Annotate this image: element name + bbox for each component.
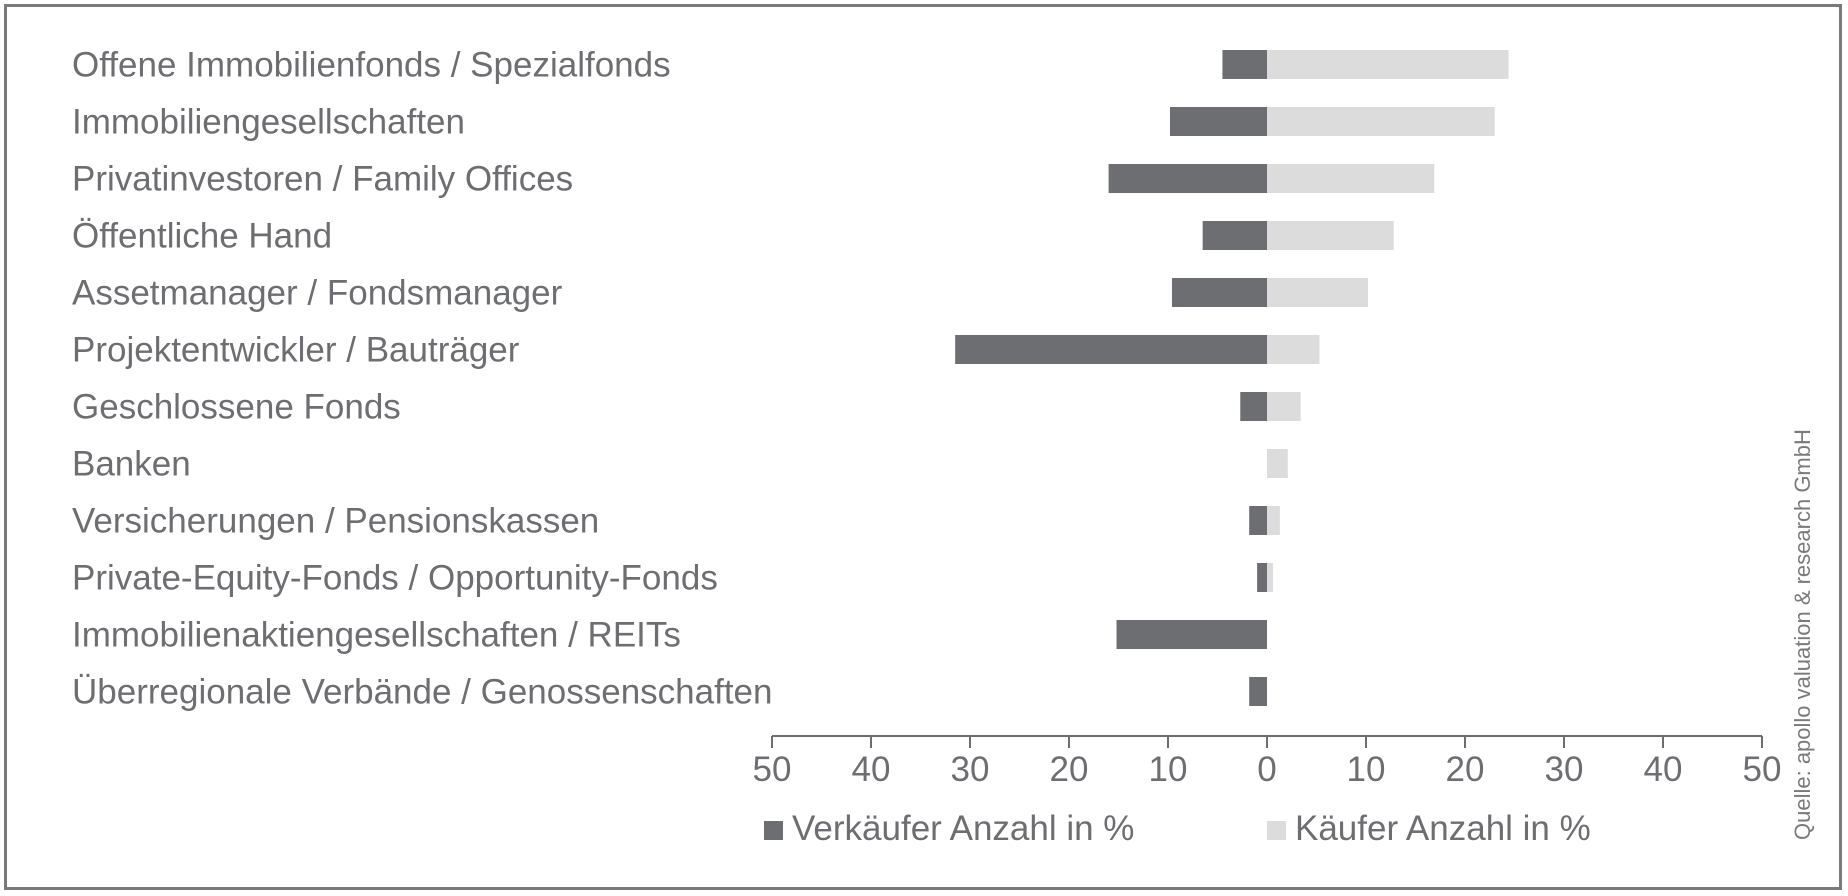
x-tick-label: 10: [1347, 750, 1386, 789]
bar-verkaeufer: [955, 335, 1267, 364]
bar-verkaeufer: [1249, 677, 1267, 706]
bar-kaeufer: [1267, 164, 1435, 193]
x-tick-label: 50: [753, 750, 792, 789]
category-label: Geschlossene Fonds: [72, 388, 401, 427]
category-label: Banken: [72, 445, 191, 484]
bar-kaeufer: [1267, 506, 1280, 535]
category-label: Projektentwickler / Bauträger: [72, 331, 520, 370]
bar-verkaeufer: [1202, 221, 1267, 250]
category-label: Versicherungen / Pensionskassen: [72, 502, 599, 541]
chart-frame: [4, 4, 1842, 890]
bar-kaeufer: [1267, 107, 1495, 136]
bar-verkaeufer: [1240, 392, 1267, 421]
bar-verkaeufer: [1249, 506, 1267, 535]
legend-label: Verkäufer Anzahl in %: [792, 809, 1134, 848]
bar-verkaeufer: [1257, 563, 1267, 592]
bar-verkaeufer: [1171, 278, 1267, 307]
bar-verkaeufer: [1222, 50, 1267, 79]
bar-verkaeufer: [1108, 164, 1267, 193]
bar-kaeufer: [1267, 221, 1394, 250]
bars-group: [955, 50, 1509, 706]
category-label: Öffentliche Hand: [72, 217, 332, 256]
x-tick-label: 30: [1545, 750, 1584, 789]
category-label: Privatinvestoren / Family Offices: [72, 160, 573, 199]
x-axis: 50 40 30 20 10 0 10 20 30 40 50: [753, 735, 1782, 789]
category-label: Assetmanager / Fondsmanager: [72, 274, 563, 313]
bar-kaeufer: [1267, 278, 1368, 307]
x-tick-label: 20: [1050, 750, 1089, 789]
legend-label: Käufer Anzahl in %: [1295, 809, 1591, 848]
category-label: Überregionale Verbände / Genossenschafte…: [72, 673, 772, 712]
legend-swatch: [764, 821, 783, 840]
bar-verkaeufer: [1169, 107, 1267, 136]
category-label: Offene Immobilienfonds / Spezialfonds: [72, 46, 671, 85]
x-tick-label: 40: [1644, 750, 1683, 789]
x-tick-label: 30: [951, 750, 990, 789]
bar-kaeufer: [1267, 449, 1288, 478]
x-tick-label: 40: [852, 750, 891, 789]
bar-kaeufer: [1267, 563, 1273, 592]
category-labels-group: Offene Immobilienfonds / Spezialfonds Imm…: [72, 46, 772, 712]
bar-kaeufer: [1267, 335, 1320, 364]
legend-swatch: [1267, 821, 1286, 840]
x-tick-label: 10: [1149, 750, 1188, 789]
x-tick-label: 20: [1446, 750, 1485, 789]
category-label: Immobiliengesellschaften: [72, 103, 465, 142]
category-label: Immobilienaktiengesellschaften / REITs: [72, 616, 681, 655]
source-note: Quelle: apollo valuation & research GmbH: [1790, 429, 1815, 840]
bar-verkaeufer: [1116, 620, 1267, 649]
bar-kaeufer: [1267, 392, 1301, 421]
x-tick-label: 50: [1743, 750, 1782, 789]
x-tick-label: 0: [1257, 750, 1276, 789]
category-label: Private-Equity-Fonds / Opportunity-Fonds: [72, 559, 718, 598]
legend: Verkäufer Anzahl in % Käufer Anzahl in %: [764, 809, 1591, 848]
bar-kaeufer: [1267, 50, 1509, 79]
